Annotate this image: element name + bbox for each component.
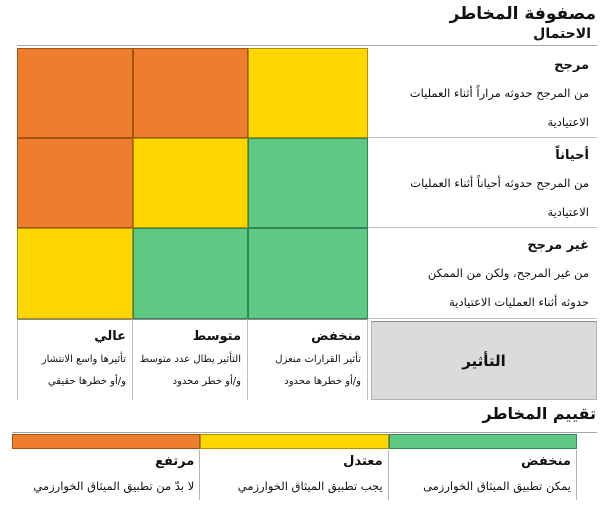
row-label: غير مرجح من غير المرجح، ولكن من الممكن ح… <box>368 228 597 319</box>
column-header: منخفض تأثير القرارات منعزل و/أو خطرها مح… <box>248 319 368 400</box>
row-label-desc: من المرجح حدوثه أحياناً أثناء العمليات <box>410 176 589 190</box>
column-header-desc: و/أو خطر محدود <box>172 376 241 387</box>
matrix-cell <box>133 228 248 319</box>
row-label-desc: من غير المرجح، ولكن من الممكن <box>427 266 589 280</box>
column-header-desc: و/أو خطرها محدود <box>284 376 361 387</box>
column-header-desc: تأثير القرارات منعزل <box>275 354 361 365</box>
matrix-cell <box>17 48 133 138</box>
matrix-cell <box>248 228 368 319</box>
legend-items: مرتفع لا بدّ من تطبيق الميثاق الخوارزمي … <box>12 450 577 500</box>
legend-item-desc: لا بدّ من تطبيق الميثاق الخوارزمي <box>33 479 195 493</box>
row-label-desc: الاعتيادية <box>547 205 589 219</box>
row-label-title: أحياناً <box>555 148 589 163</box>
legend-swatch <box>12 434 201 449</box>
matrix-cell <box>17 138 133 228</box>
probability-axis-label: الاحتمال <box>533 26 591 42</box>
column-header-desc: تأثيرها واسع الانتشار <box>41 354 126 365</box>
legend-swatch <box>200 434 389 449</box>
legend-item: منخفض يمكن تطبيق الميثاق الخوارزمى <box>389 450 577 500</box>
row-label-desc: من المرجح حدوثه مراراً أثناء العمليات <box>409 86 589 100</box>
legend-top-rule <box>12 432 597 433</box>
risk-matrix: مرجح من المرجح حدوثه مراراً أثناء العملي… <box>17 45 597 400</box>
column-header-desc: التأثير يطال عدد متوسط <box>139 354 241 365</box>
impact-axis-label: التأثير <box>371 321 597 400</box>
legend-strip <box>12 434 577 449</box>
column-header-title: متوسط <box>192 329 241 344</box>
matrix-cell <box>133 48 248 138</box>
legend-item: مرتفع لا بدّ من تطبيق الميثاق الخوارزمي <box>12 450 201 500</box>
matrix-cell <box>17 228 133 319</box>
column-header: عالي تأثيرها واسع الانتشار و/أو خطرها حق… <box>17 319 133 400</box>
matrix-grid: مرجح من المرجح حدوثه مراراً أثناء العملي… <box>17 48 597 400</box>
legend-item-title: مرتفع <box>155 454 195 469</box>
page-title: مصفوفة المخاطر <box>449 4 596 24</box>
row-label-desc: الاعتيادية <box>547 115 589 129</box>
row-label-desc: حدوثه أثناء العمليات الاعتيادية <box>449 295 589 309</box>
row-label: مرجح من المرجح حدوثه مراراً أثناء العملي… <box>368 48 597 138</box>
legend-item-title: منخفض <box>521 454 571 469</box>
column-header-desc: و/أو خطرها حقيقي <box>47 376 126 387</box>
column-header-title: منخفض <box>311 329 361 344</box>
legend-item: معتدل يجب تطبيق الميثاق الخوارزمي <box>200 450 389 500</box>
legend-item-desc: يمكن تطبيق الميثاق الخوارزمى <box>423 479 571 493</box>
assessment-title: تقييم المخاطر <box>482 404 596 423</box>
row-label: أحياناً من المرجح حدوثه أحياناً أثناء ال… <box>368 138 597 228</box>
row-label-title: غير مرجح <box>527 238 589 253</box>
row-label-title: مرجح <box>554 58 589 73</box>
legend-item-title: معتدل <box>343 454 383 469</box>
column-header: متوسط التأثير يطال عدد متوسط و/أو خطر مح… <box>133 319 248 400</box>
legend-swatch <box>388 434 577 449</box>
matrix-cell <box>133 138 248 228</box>
matrix-cell <box>248 138 368 228</box>
matrix-cell <box>248 48 368 138</box>
column-header-title: عالي <box>94 329 126 344</box>
legend-item-desc: يجب تطبيق الميثاق الخوارزمي <box>237 479 383 493</box>
